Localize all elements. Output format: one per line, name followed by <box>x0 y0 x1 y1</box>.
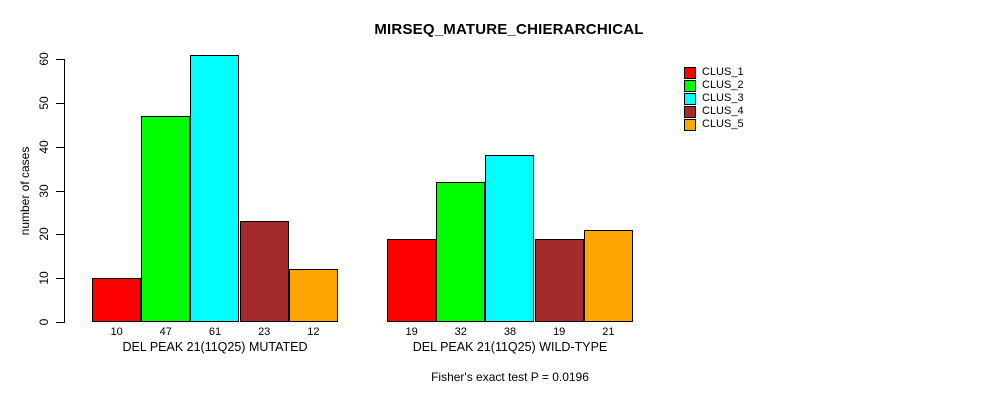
bar-clus_5-wild-type <box>584 229 633 322</box>
legend-label: CLUS_3 <box>702 92 744 104</box>
y-axis-tick-label: 50 <box>37 96 51 110</box>
bar-clus_2-mutated <box>141 115 190 322</box>
legend-swatch <box>684 92 696 105</box>
bar-value-label: 10 <box>110 326 123 338</box>
y-axis-tick-label: 30 <box>37 183 51 198</box>
bar-value-label: 38 <box>503 326 517 338</box>
y-axis-tick-label: 10 <box>37 271 51 285</box>
x-category-label-wildtype: DEL PEAK 21(11Q25) WILD-TYPE <box>412 340 608 354</box>
legend-item: CLUS_4 <box>684 105 744 118</box>
bar-clus_4-wild-type <box>535 238 584 322</box>
legend-item: CLUS_1 <box>684 66 744 79</box>
legend-label: CLUS_1 <box>702 66 744 78</box>
legend-swatch <box>684 66 696 79</box>
legend-item: CLUS_5 <box>684 118 744 131</box>
y-axis-tick <box>56 190 64 192</box>
y-axis-tick <box>56 322 64 323</box>
y-axis-tick <box>56 278 64 280</box>
bar-clus_4-mutated <box>240 221 289 322</box>
y-axis-tick-label: 0 <box>37 318 51 326</box>
y-axis-tick <box>56 102 64 104</box>
bar-clus_1-mutated <box>92 278 141 322</box>
bar-value-label: 19 <box>405 326 418 338</box>
legend-swatch <box>684 105 696 118</box>
legend: CLUS_1 CLUS_2 CLUS_3 CLUS_4 CLUS_5 <box>684 66 744 131</box>
bar-value-label: 21 <box>602 326 615 338</box>
bar-value-label: 61 <box>208 326 222 338</box>
bar-value-label: 47 <box>159 326 172 338</box>
legend-item: CLUS_3 <box>684 92 744 105</box>
chart-title: MIRSEQ_MATURE_CHIERARCHICAL <box>374 21 644 38</box>
y-axis-label: number of cases <box>18 146 32 236</box>
bar-clus_3-mutated <box>190 54 239 322</box>
legend-item: CLUS_2 <box>684 79 744 92</box>
y-axis-tick-label: 60 <box>37 52 51 66</box>
y-axis <box>64 59 65 323</box>
bar-value-label: 32 <box>454 326 467 338</box>
legend-label: CLUS_2 <box>702 79 744 91</box>
bar-value-label: 23 <box>258 326 271 338</box>
bar-clus_2-wild-type <box>436 181 485 322</box>
y-axis-tick <box>56 59 64 60</box>
fisher-test-annotation: Fisher's exact test P = 0.0196 <box>431 370 589 384</box>
legend-swatch <box>684 79 696 92</box>
bar-clus_3-wild-type <box>485 155 534 322</box>
y-axis-tick <box>56 146 64 148</box>
y-axis-tick <box>56 234 64 236</box>
legend-label: CLUS_5 <box>702 118 744 130</box>
x-category-label-mutated: DEL PEAK 21(11Q25) MUTATED <box>122 340 308 354</box>
bar-clus_1-wild-type <box>387 238 436 322</box>
legend-label: CLUS_4 <box>702 105 744 117</box>
bar-clus_5-mutated <box>289 269 338 322</box>
y-axis-tick-label: 20 <box>37 227 51 242</box>
bar-value-label: 12 <box>307 326 320 338</box>
y-axis-tick-label: 40 <box>37 139 51 154</box>
bar-value-label: 19 <box>553 326 566 338</box>
legend-swatch <box>684 118 696 131</box>
